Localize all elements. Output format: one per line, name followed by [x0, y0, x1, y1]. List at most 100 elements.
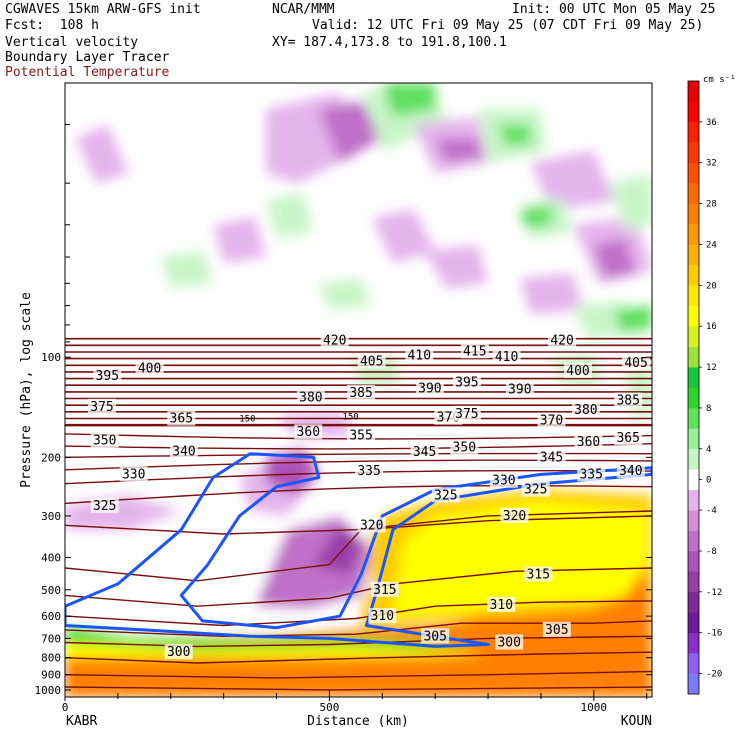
colorbar-label: 32 [706, 159, 717, 169]
colorbar-label: 0 [706, 475, 711, 485]
theta-label: 365 [616, 431, 639, 446]
theta-contour [65, 635, 652, 648]
theta-label-bg [487, 596, 516, 612]
field-shading [609, 173, 652, 232]
theta-label-bg [167, 410, 196, 426]
theta-labels: 300 300 305 305 310 310 315 315 320 320 325 325 325 3… [88, 332, 651, 660]
tracer-label: 150 [342, 413, 358, 423]
forecast-hour: Fcst: 108 h [5, 18, 99, 33]
theta-label-bg [614, 430, 643, 446]
theta-label-bg [577, 466, 606, 482]
theta-contour [65, 485, 652, 505]
theta-label: 400 [138, 361, 161, 376]
field-shading [519, 205, 552, 229]
theta-label-bg [452, 374, 481, 390]
theta-label: 335 [579, 467, 602, 482]
field-shading [615, 305, 652, 332]
colorbar-swatch [688, 591, 699, 613]
theta-contour [65, 510, 652, 535]
colorbar-swatch [688, 121, 699, 143]
theta-label: 330 [492, 474, 515, 489]
x-tick-label: 500 [319, 701, 339, 714]
theta-label: 300 [497, 636, 520, 651]
field-shading [371, 209, 436, 263]
colorbar-swatch [688, 183, 699, 204]
theta-label-bg [524, 566, 553, 582]
theta-label: 350 [93, 434, 116, 449]
theta-label: 335 [357, 464, 380, 479]
colorbar-swatch [688, 305, 699, 327]
theta-label: 310 [490, 598, 513, 613]
theta-label-bg [452, 405, 481, 421]
theta-label: 300 [167, 645, 190, 660]
theta-label: 375 [455, 407, 478, 422]
field-shading [593, 238, 637, 279]
field-shading [313, 525, 362, 575]
colorbar-swatch [688, 550, 699, 572]
theta-label: 345 [540, 450, 563, 465]
theta-label: 410 [408, 349, 431, 364]
y-tick-label: 200 [41, 451, 61, 464]
theta-label: 345 [413, 445, 436, 460]
colorbar-swatch [688, 224, 699, 245]
colorbar-label: -16 [706, 629, 722, 639]
colorbar-frame [687, 80, 700, 695]
theta-label-bg [431, 487, 460, 503]
theta-label: 390 [418, 381, 441, 396]
tracer-label: 150 [239, 415, 255, 425]
theta-label: 350 [453, 441, 476, 456]
theta-contour [65, 686, 652, 691]
field-shading [519, 273, 584, 314]
theta-label: 310 [371, 609, 394, 624]
colorbar: 36 32 28 24 20 16 12 8 4 0 -4 -8 -12 -16 -20 [687, 80, 722, 695]
theta-label: 400 [566, 364, 589, 379]
theta-label-bg [548, 332, 577, 348]
theta-label-bg [500, 507, 529, 523]
theta-label-bg [164, 644, 193, 660]
colorbar-swatch [688, 510, 699, 531]
theta-label-bg [347, 427, 376, 443]
colorbar-swatch [688, 162, 699, 184]
theta-label: 375 [90, 400, 113, 415]
theta-label: 415 [463, 344, 486, 359]
colorbar-label: 16 [706, 322, 717, 332]
theta-label-bg [495, 634, 524, 650]
colorbar-label: 36 [706, 118, 717, 128]
theta-label-bg [90, 432, 119, 448]
colorbar-swatch [688, 326, 699, 347]
x-tick-label: 0 [62, 701, 69, 714]
field-shading [318, 278, 372, 310]
y-tick-label: 900 [41, 669, 61, 682]
theta-label: 380 [574, 403, 597, 418]
colorbar-swatch [688, 264, 699, 286]
valid-time: Valid: 12 UTC Fri 09 May 25 (07 CDT Fri … [312, 18, 704, 33]
theta-label-bg [614, 392, 643, 408]
colorbar-swatch [688, 101, 699, 123]
model-title: CGWAVES 15km ARW-GFS init [5, 2, 201, 17]
theta-label: 385 [349, 386, 372, 401]
theta-label-bg [450, 439, 479, 455]
theta-label: 305 [423, 629, 446, 644]
field-shading [382, 83, 436, 118]
y-tick-label: 700 [41, 632, 61, 645]
theta-label-bg [170, 443, 198, 459]
theta-label-bg [357, 353, 386, 369]
theta-label: 360 [297, 425, 320, 440]
theta-contour [65, 651, 652, 664]
theta-label: 325 [93, 499, 116, 514]
colorbar-swatch [688, 367, 699, 388]
theta-label: 395 [455, 375, 478, 390]
theta-label: 420 [550, 333, 573, 348]
theta-label-bg [410, 444, 439, 460]
colorbar-unit-label: cm s⁻¹ [703, 75, 736, 85]
colorbar-label: -8 [706, 547, 717, 557]
theta-label-bg [90, 498, 119, 513]
field-shading [318, 101, 383, 163]
theta-label: 320 [503, 509, 526, 524]
theta-label-bg [119, 466, 148, 482]
theta-label: 405 [624, 356, 647, 371]
theta-label-bg [489, 472, 518, 488]
theta-label-bg [521, 481, 550, 497]
field-shading [160, 251, 214, 289]
right-endpoint-label: KOUN [621, 714, 652, 729]
